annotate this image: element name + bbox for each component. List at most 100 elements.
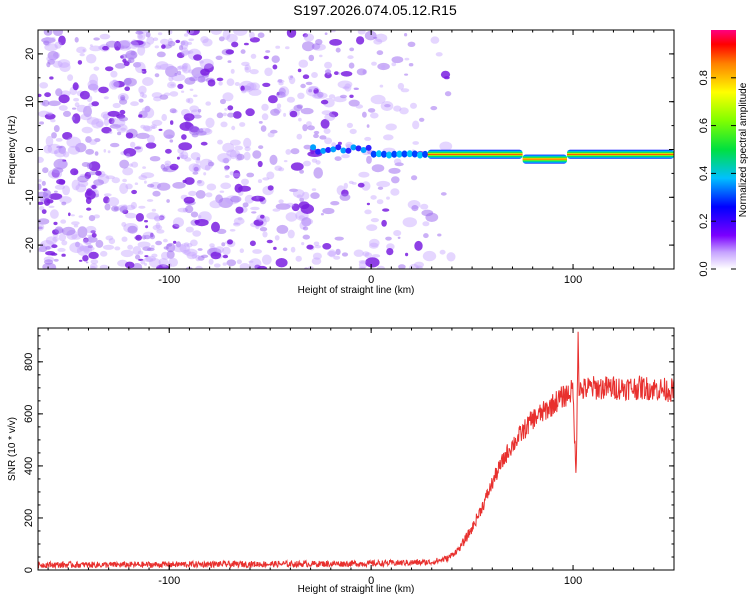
noise-blob: [215, 55, 223, 60]
noise-blob: [71, 179, 81, 191]
noise-blob: [344, 83, 352, 92]
noise-blob: [198, 215, 202, 219]
noise-blob: [196, 179, 205, 187]
noise-blob: [55, 138, 63, 142]
noise-blob: [199, 58, 214, 69]
noise-blob: [177, 156, 180, 160]
noise-blob: [384, 104, 391, 108]
noise-blob: [82, 254, 89, 262]
noise-blob: [308, 54, 315, 62]
noise-blob: [142, 77, 154, 86]
ridge-bead: [355, 145, 362, 152]
noise-blob: [38, 201, 44, 205]
noise-blob: [183, 33, 189, 37]
ridge-bead: [350, 144, 357, 151]
noise-blob: [136, 132, 150, 139]
noise-blob: [169, 139, 174, 143]
noise-blob: [234, 183, 243, 193]
noise-blob: [293, 104, 303, 112]
noise-blob: [334, 236, 344, 241]
noise-blob: [85, 225, 97, 234]
noise-blob: [348, 62, 355, 69]
noise-blob: [68, 212, 71, 217]
noise-blob: [289, 110, 298, 118]
noise-blob: [62, 132, 73, 140]
noise-blob: [103, 193, 112, 197]
noise-blob: [88, 215, 96, 222]
noise-blob: [188, 125, 200, 136]
noise-blob: [205, 101, 211, 106]
noise-blob: [169, 91, 179, 97]
noise-blob: [177, 65, 185, 70]
noise-blob: [144, 180, 147, 184]
noise-blob: [230, 195, 242, 203]
ridge-bead: [381, 150, 387, 158]
noise-blob: [203, 172, 207, 176]
noise-blob: [193, 54, 203, 61]
noise-blob: [337, 141, 342, 145]
noise-blob: [311, 257, 322, 265]
noise-blob: [218, 81, 223, 86]
noise-blob: [339, 193, 351, 201]
noise-blob: [54, 184, 65, 190]
noise-blob: [231, 125, 236, 131]
noise-blob: [404, 73, 409, 76]
noise-blob: [177, 83, 184, 89]
noise-blob: [119, 116, 128, 122]
noise-blob: [440, 192, 447, 196]
noise-blob: [286, 96, 295, 103]
noise-blob: [88, 251, 99, 259]
noise-blob: [314, 245, 322, 249]
noise-blob: [67, 74, 74, 81]
noise-blob: [266, 171, 275, 180]
noise-blob: [370, 112, 379, 119]
noise-blob: [207, 79, 216, 87]
noise-blob: [99, 264, 109, 269]
colorbar-tick-label: 0.6: [698, 118, 710, 133]
noise-blob: [91, 118, 104, 129]
noise-blob: [189, 105, 199, 113]
noise-blob: [290, 75, 294, 78]
snr-frame: [37, 327, 675, 571]
noise-blob: [138, 114, 143, 118]
noise-blob: [225, 49, 234, 55]
noise-blob: [108, 80, 119, 90]
noise-blob: [258, 145, 264, 150]
noise-blob: [131, 189, 138, 195]
noise-blob: [303, 144, 312, 150]
noise-blob: [366, 155, 372, 164]
noise-blob: [430, 36, 440, 44]
noise-blob: [144, 125, 153, 132]
noise-blob: [222, 262, 227, 266]
noise-blob: [153, 96, 162, 102]
noise-blob: [286, 30, 297, 38]
noise-blob: [124, 261, 135, 269]
noise-blob: [89, 44, 93, 47]
noise-blob: [107, 110, 120, 117]
noise-blob: [329, 39, 342, 46]
noise-blob: [62, 159, 67, 162]
noise-blob: [278, 167, 285, 172]
noise-blob: [131, 161, 139, 168]
noise-blob: [117, 131, 122, 136]
noise-blob: [125, 204, 136, 211]
noise-blob: [46, 55, 57, 63]
noise-blob: [412, 141, 420, 145]
noise-blob: [233, 217, 245, 225]
noise-blob: [233, 170, 241, 179]
noise-blob: [306, 121, 312, 127]
noise-blob: [94, 151, 99, 156]
noise-blob: [190, 152, 201, 161]
ridge-bead: [391, 150, 398, 158]
noise-blob: [113, 80, 125, 88]
noise-blob: [273, 246, 277, 250]
noise-blob: [176, 52, 185, 59]
noise-blob: [209, 243, 215, 248]
noise-blob: [55, 88, 63, 97]
noise-blob: [275, 45, 281, 49]
noise-blob: [302, 41, 315, 52]
noise-blob: [295, 255, 302, 262]
noise-blob: [224, 165, 229, 172]
noise-blob: [145, 255, 156, 262]
noise-blob: [324, 72, 332, 79]
